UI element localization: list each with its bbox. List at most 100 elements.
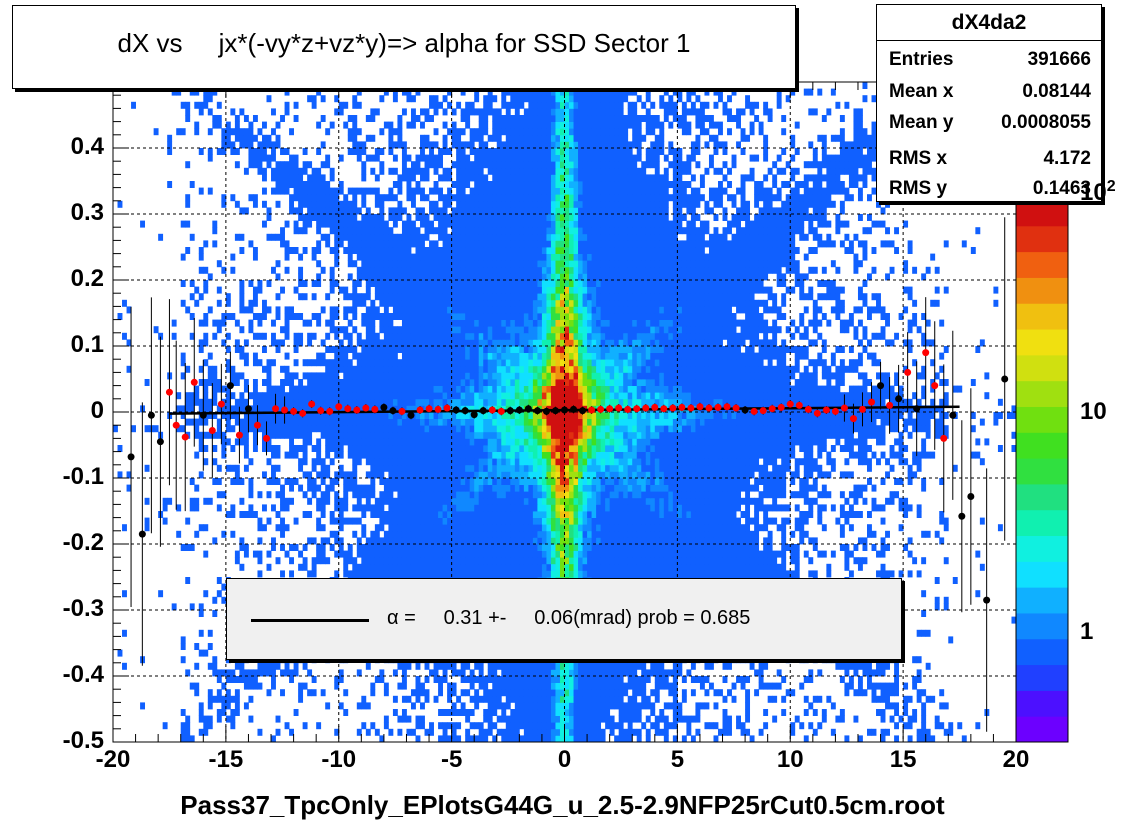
heatmap-cell (894, 709, 900, 716)
heatmap-cell (230, 695, 236, 703)
heatmap-cell (546, 669, 552, 677)
heatmap-cell (433, 464, 439, 472)
heatmap-cell (374, 557, 380, 565)
heatmap-cell (329, 544, 335, 551)
heatmap-cell (329, 445, 335, 452)
heatmap-cell (749, 471, 755, 479)
heatmap-cell (763, 709, 769, 716)
heatmap-cell (632, 458, 638, 466)
heatmap-cell (916, 629, 922, 637)
heatmap-cell (383, 544, 389, 551)
heatmap-cell (636, 537, 642, 545)
heatmap-cell (754, 445, 760, 452)
heatmap-cell (194, 504, 200, 512)
heatmap-cell (681, 458, 687, 466)
heatmap-cell (406, 530, 412, 538)
heatmap-cell (690, 511, 696, 518)
heatmap-cell (420, 517, 425, 525)
heatmap-cell (528, 517, 534, 525)
heatmap-cell (826, 458, 832, 466)
heatmap-cell (474, 722, 480, 730)
heatmap-cell (614, 438, 620, 446)
heatmap-cell (329, 478, 335, 485)
heatmap-cell (555, 537, 561, 545)
heatmap-cell (596, 537, 602, 545)
heatmap-cell (289, 570, 294, 578)
heatmap-cell (754, 497, 760, 505)
heatmap-cell (406, 715, 412, 723)
heatmap-cell (465, 458, 471, 466)
heatmap-cell (528, 478, 534, 485)
heatmap-cell (600, 471, 606, 479)
heatmap-cell (505, 689, 511, 697)
heatmap-cell (334, 491, 340, 499)
heatmap-cell (677, 484, 683, 492)
heatmap-cell (555, 722, 561, 730)
heatmap-cell (591, 662, 597, 670)
heatmap-cell (361, 702, 367, 710)
heatmap-cell (749, 438, 755, 446)
heatmap-cell (451, 689, 457, 697)
heatmap-cell (600, 524, 606, 532)
heatmap-cell (578, 491, 583, 499)
heatmap-cell (844, 557, 850, 565)
heatmap-cell (708, 517, 714, 525)
heatmap-cell (555, 570, 561, 578)
heatmap-cell (848, 445, 854, 452)
heatmap-cell (447, 524, 453, 532)
heatmap-cell (641, 662, 647, 670)
heatmap-cell (844, 445, 850, 452)
heatmap-cell (650, 504, 656, 512)
heatmap-cell (252, 682, 258, 690)
heatmap-cell (699, 497, 705, 505)
heatmap-cell (654, 451, 660, 459)
heatmap-cell (523, 570, 529, 578)
heatmap-cell (388, 524, 394, 532)
heatmap-cell (406, 517, 412, 525)
heatmap-cell (510, 464, 516, 472)
heatmap-cell (501, 550, 507, 558)
heatmap-cell (510, 458, 516, 466)
heatmap-cell (578, 557, 583, 565)
heatmap-cell (776, 669, 782, 677)
heatmap-cell (537, 722, 543, 730)
heatmap-cell (632, 695, 638, 703)
heatmap-cell (447, 550, 453, 558)
heatmap-cell (239, 497, 245, 505)
heatmap-cell (573, 537, 579, 545)
heatmap-cell (514, 682, 520, 690)
heatmap-cell (578, 570, 583, 578)
heatmap-cell (510, 524, 516, 532)
heatmap-cell (799, 511, 805, 518)
heatmap-cell (483, 497, 489, 505)
heatmap-cell (943, 596, 949, 604)
heatmap-cell (898, 438, 904, 446)
heatmap-cell (559, 669, 565, 677)
heatmap-cell (361, 695, 367, 703)
heatmap-cell (772, 451, 778, 459)
heatmap-cell (460, 570, 466, 578)
heatmap-cell (894, 451, 900, 459)
heatmap-cell (645, 484, 651, 492)
heatmap-cell (352, 464, 358, 472)
heatmap-cell (740, 557, 746, 565)
heatmap-cell (456, 544, 462, 551)
heatmap-cell (921, 530, 927, 538)
heatmap-cell (925, 530, 931, 538)
heatmap-cell (410, 524, 416, 532)
heatmap-cell (754, 484, 760, 492)
heatmap-cell (803, 458, 809, 466)
heatmap-cell (745, 728, 751, 736)
heatmap-cell (474, 662, 480, 670)
heatmap-cell (591, 451, 597, 459)
heatmap-cell (424, 550, 430, 558)
heatmap-cell (781, 695, 787, 703)
heatmap-cell (505, 544, 511, 551)
heatmap-cell (420, 511, 425, 518)
heatmap-cell (754, 517, 760, 525)
heatmap-cell (212, 656, 218, 664)
heatmap-cell (623, 451, 629, 459)
heatmap-cell (465, 504, 471, 512)
heatmap-cell (704, 563, 710, 571)
heatmap-cell (519, 497, 525, 505)
